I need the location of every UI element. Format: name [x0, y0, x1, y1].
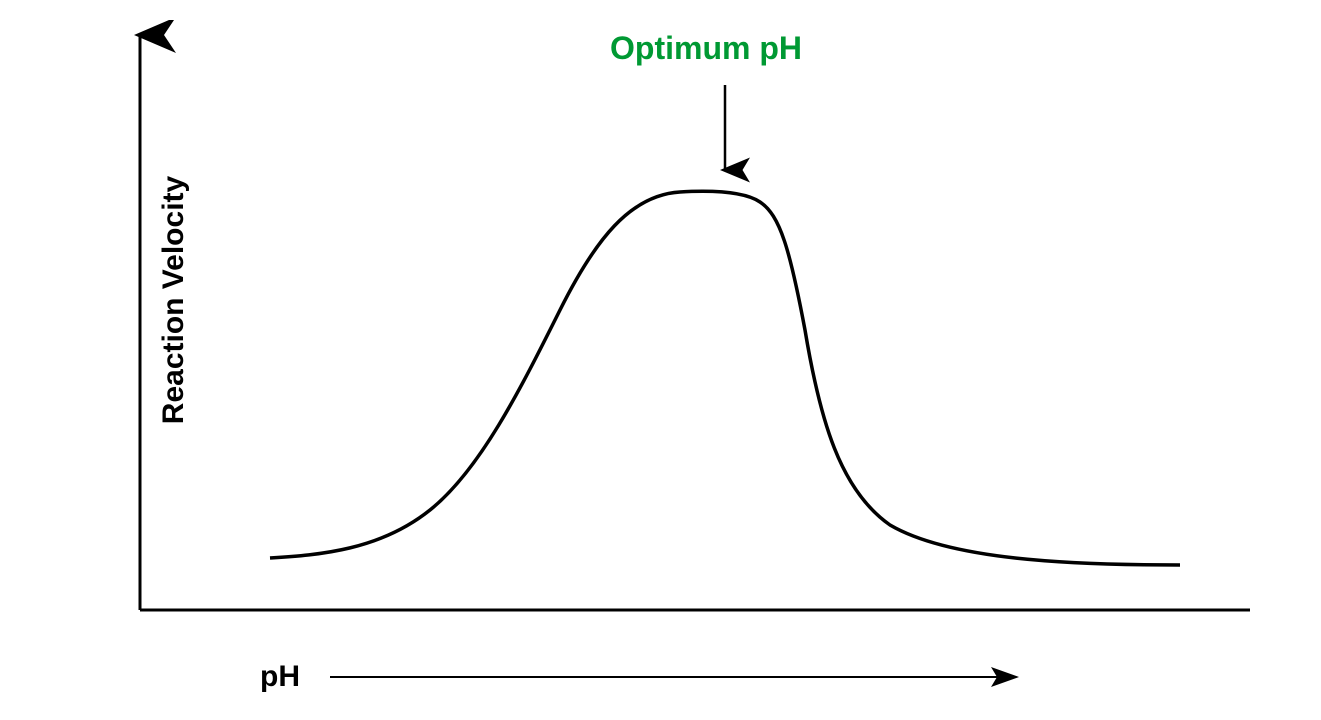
x-direction-arrow: [330, 667, 1030, 687]
chart-plot-area: Optimum pH: [120, 20, 1260, 620]
x-axis-label: pH: [260, 660, 300, 694]
reaction-curve: [270, 191, 1180, 565]
optimum-ph-label: Optimum pH: [610, 30, 802, 67]
chart-svg: [120, 20, 1260, 620]
x-axis-label-container: pH: [260, 660, 1030, 694]
